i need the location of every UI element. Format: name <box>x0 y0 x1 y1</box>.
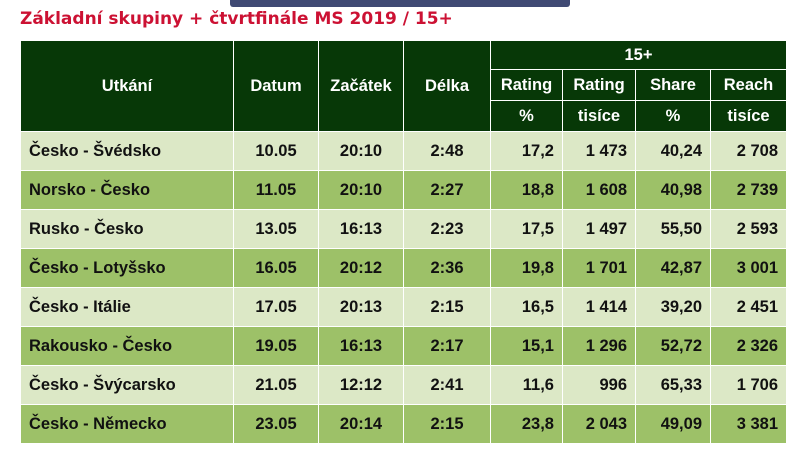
header-match: Utkání <box>20 40 234 132</box>
cell-date: 19.05 <box>233 326 319 366</box>
header-share: Share <box>635 69 711 101</box>
cell-rating-thousands: 1 296 <box>562 326 636 366</box>
cell-length: 2:27 <box>403 170 491 210</box>
cell-rating-pct: 23,8 <box>490 404 563 444</box>
cell-rating-pct: 17,2 <box>490 131 563 171</box>
unit-rating-pct: % <box>490 100 563 132</box>
cell-rating-pct: 19,8 <box>490 248 563 288</box>
cell-reach: 1 706 <box>710 365 787 405</box>
cell-rating-pct: 17,5 <box>490 209 563 249</box>
cell-rating-thousands: 996 <box>562 365 636 405</box>
table-row: Česko - Švédsko 10.05 20:10 2:48 17,2 1 473 40… <box>20 131 787 171</box>
cell-date: 13.05 <box>233 209 319 249</box>
cell-rating-thousands: 1 497 <box>562 209 636 249</box>
cell-match: Česko - Německo <box>20 404 234 444</box>
cell-start: 20:14 <box>318 404 404 444</box>
cell-match: Rakousko - Česko <box>20 326 234 366</box>
cell-rating-pct: 18,8 <box>490 170 563 210</box>
header-date: Datum <box>233 40 319 132</box>
cell-match: Norsko - Česko <box>20 170 234 210</box>
cell-length: 2:41 <box>403 365 491 405</box>
cell-share: 40,98 <box>635 170 711 210</box>
cell-length: 2:36 <box>403 248 491 288</box>
cell-reach: 2 451 <box>710 287 787 327</box>
cell-date: 16.05 <box>233 248 319 288</box>
cell-reach: 2 593 <box>710 209 787 249</box>
cell-match: Rusko - Česko <box>20 209 234 249</box>
header-rating-thousands: Rating <box>562 69 636 101</box>
cell-length: 2:15 <box>403 287 491 327</box>
cell-reach: 3 381 <box>710 404 787 444</box>
table-row: Česko - Lotyšsko 16.05 20:12 2:36 19,8 1 701 4… <box>20 248 787 288</box>
cell-date: 17.05 <box>233 287 319 327</box>
cell-length: 2:15 <box>403 404 491 444</box>
cell-reach: 2 739 <box>710 170 787 210</box>
cell-rating-pct: 15,1 <box>490 326 563 366</box>
cell-reach: 2 326 <box>710 326 787 366</box>
cell-start: 20:13 <box>318 287 404 327</box>
unit-rating-thousands: tisíce <box>562 100 636 132</box>
cell-rating-thousands: 2 043 <box>562 404 636 444</box>
table-row: Norsko - Česko 11.05 20:10 2:27 18,8 1 608 40,… <box>20 170 787 210</box>
header-length: Délka <box>403 40 491 132</box>
table-row: Rakousko - Česko 19.05 16:13 2:17 15,1 1 296 5… <box>20 326 787 366</box>
cell-rating-thousands: 1 414 <box>562 287 636 327</box>
table-row: Česko - Německo 23.05 20:14 2:15 23,8 2 043 49… <box>20 404 787 444</box>
cell-share: 40,24 <box>635 131 711 171</box>
cell-reach: 2 708 <box>710 131 787 171</box>
cell-date: 10.05 <box>233 131 319 171</box>
cell-match: Česko - Švédsko <box>20 131 234 171</box>
cell-share: 55,50 <box>635 209 711 249</box>
unit-share: % <box>635 100 711 132</box>
table-row: Česko - Itálie 17.05 20:13 2:15 16,5 1 414 39,… <box>20 287 787 327</box>
cell-date: 21.05 <box>233 365 319 405</box>
cell-share: 42,87 <box>635 248 711 288</box>
cell-start: 20:10 <box>318 170 404 210</box>
cell-rating-thousands: 1 608 <box>562 170 636 210</box>
cell-rating-thousands: 1 701 <box>562 248 636 288</box>
ratings-table: Utkání Datum Začátek Délka 15+ Rating Ra… <box>20 40 787 444</box>
cut-off-heading <box>230 0 570 7</box>
cell-share: 39,20 <box>635 287 711 327</box>
cell-reach: 3 001 <box>710 248 787 288</box>
cell-match: Česko - Lotyšsko <box>20 248 234 288</box>
header-rating-pct: Rating <box>490 69 563 101</box>
cell-match: Česko - Švýcarsko <box>20 365 234 405</box>
cell-share: 49,09 <box>635 404 711 444</box>
table-row: Rusko - Česko 13.05 16:13 2:23 17,5 1 497 55,5… <box>20 209 787 249</box>
cell-start: 12:12 <box>318 365 404 405</box>
unit-reach: tisíce <box>710 100 787 132</box>
header-group: 15+ <box>490 40 787 70</box>
cell-length: 2:17 <box>403 326 491 366</box>
cell-share: 65,33 <box>635 365 711 405</box>
cell-share: 52,72 <box>635 326 711 366</box>
cell-length: 2:23 <box>403 209 491 249</box>
header-start: Začátek <box>318 40 404 132</box>
cell-match: Česko - Itálie <box>20 287 234 327</box>
cell-rating-pct: 11,6 <box>490 365 563 405</box>
cell-date: 11.05 <box>233 170 319 210</box>
table-row: Česko - Švýcarsko 21.05 12:12 2:41 11,6 996 65… <box>20 365 787 405</box>
cell-start: 20:10 <box>318 131 404 171</box>
cell-start: 16:13 <box>318 209 404 249</box>
cell-date: 23.05 <box>233 404 319 444</box>
cell-length: 2:48 <box>403 131 491 171</box>
cell-start: 16:13 <box>318 326 404 366</box>
page-title: Základní skupiny + čtvrtfinále MS 2019 /… <box>20 9 453 29</box>
header-reach: Reach <box>710 69 787 101</box>
cell-start: 20:12 <box>318 248 404 288</box>
cell-rating-pct: 16,5 <box>490 287 563 327</box>
cell-rating-thousands: 1 473 <box>562 131 636 171</box>
